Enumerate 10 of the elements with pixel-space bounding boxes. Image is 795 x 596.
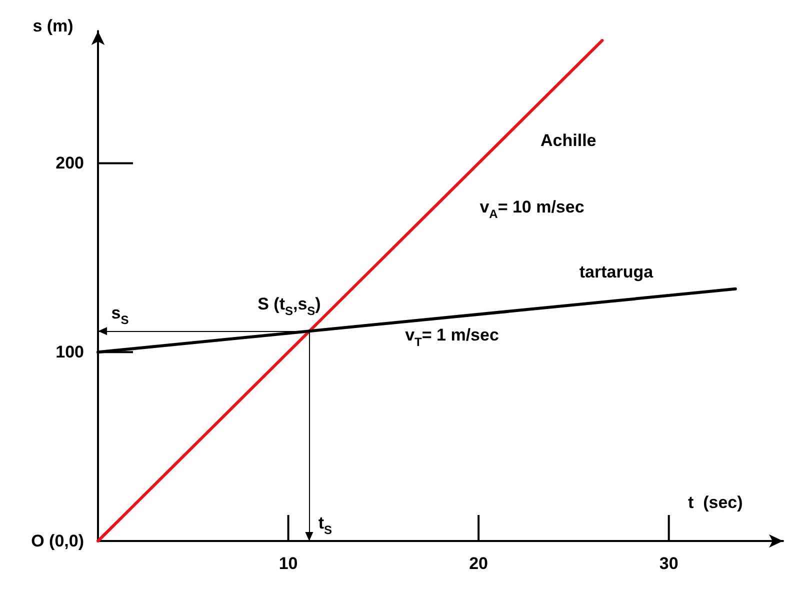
series-label: Achille [540, 131, 596, 150]
x-axis-title: t (sec) [688, 493, 743, 512]
y-axis-title: s (m) [32, 16, 74, 36]
y-tick-label: 100 [56, 342, 84, 362]
x-tick-label: 30 [659, 554, 678, 573]
y-tick-label: 200 [56, 154, 84, 173]
y-tick-label: O (0,0) [31, 532, 84, 550]
series-label: tartaruga [579, 262, 654, 282]
x-tick-label: 10 [278, 554, 298, 573]
x-tick-label: 20 [469, 554, 488, 573]
